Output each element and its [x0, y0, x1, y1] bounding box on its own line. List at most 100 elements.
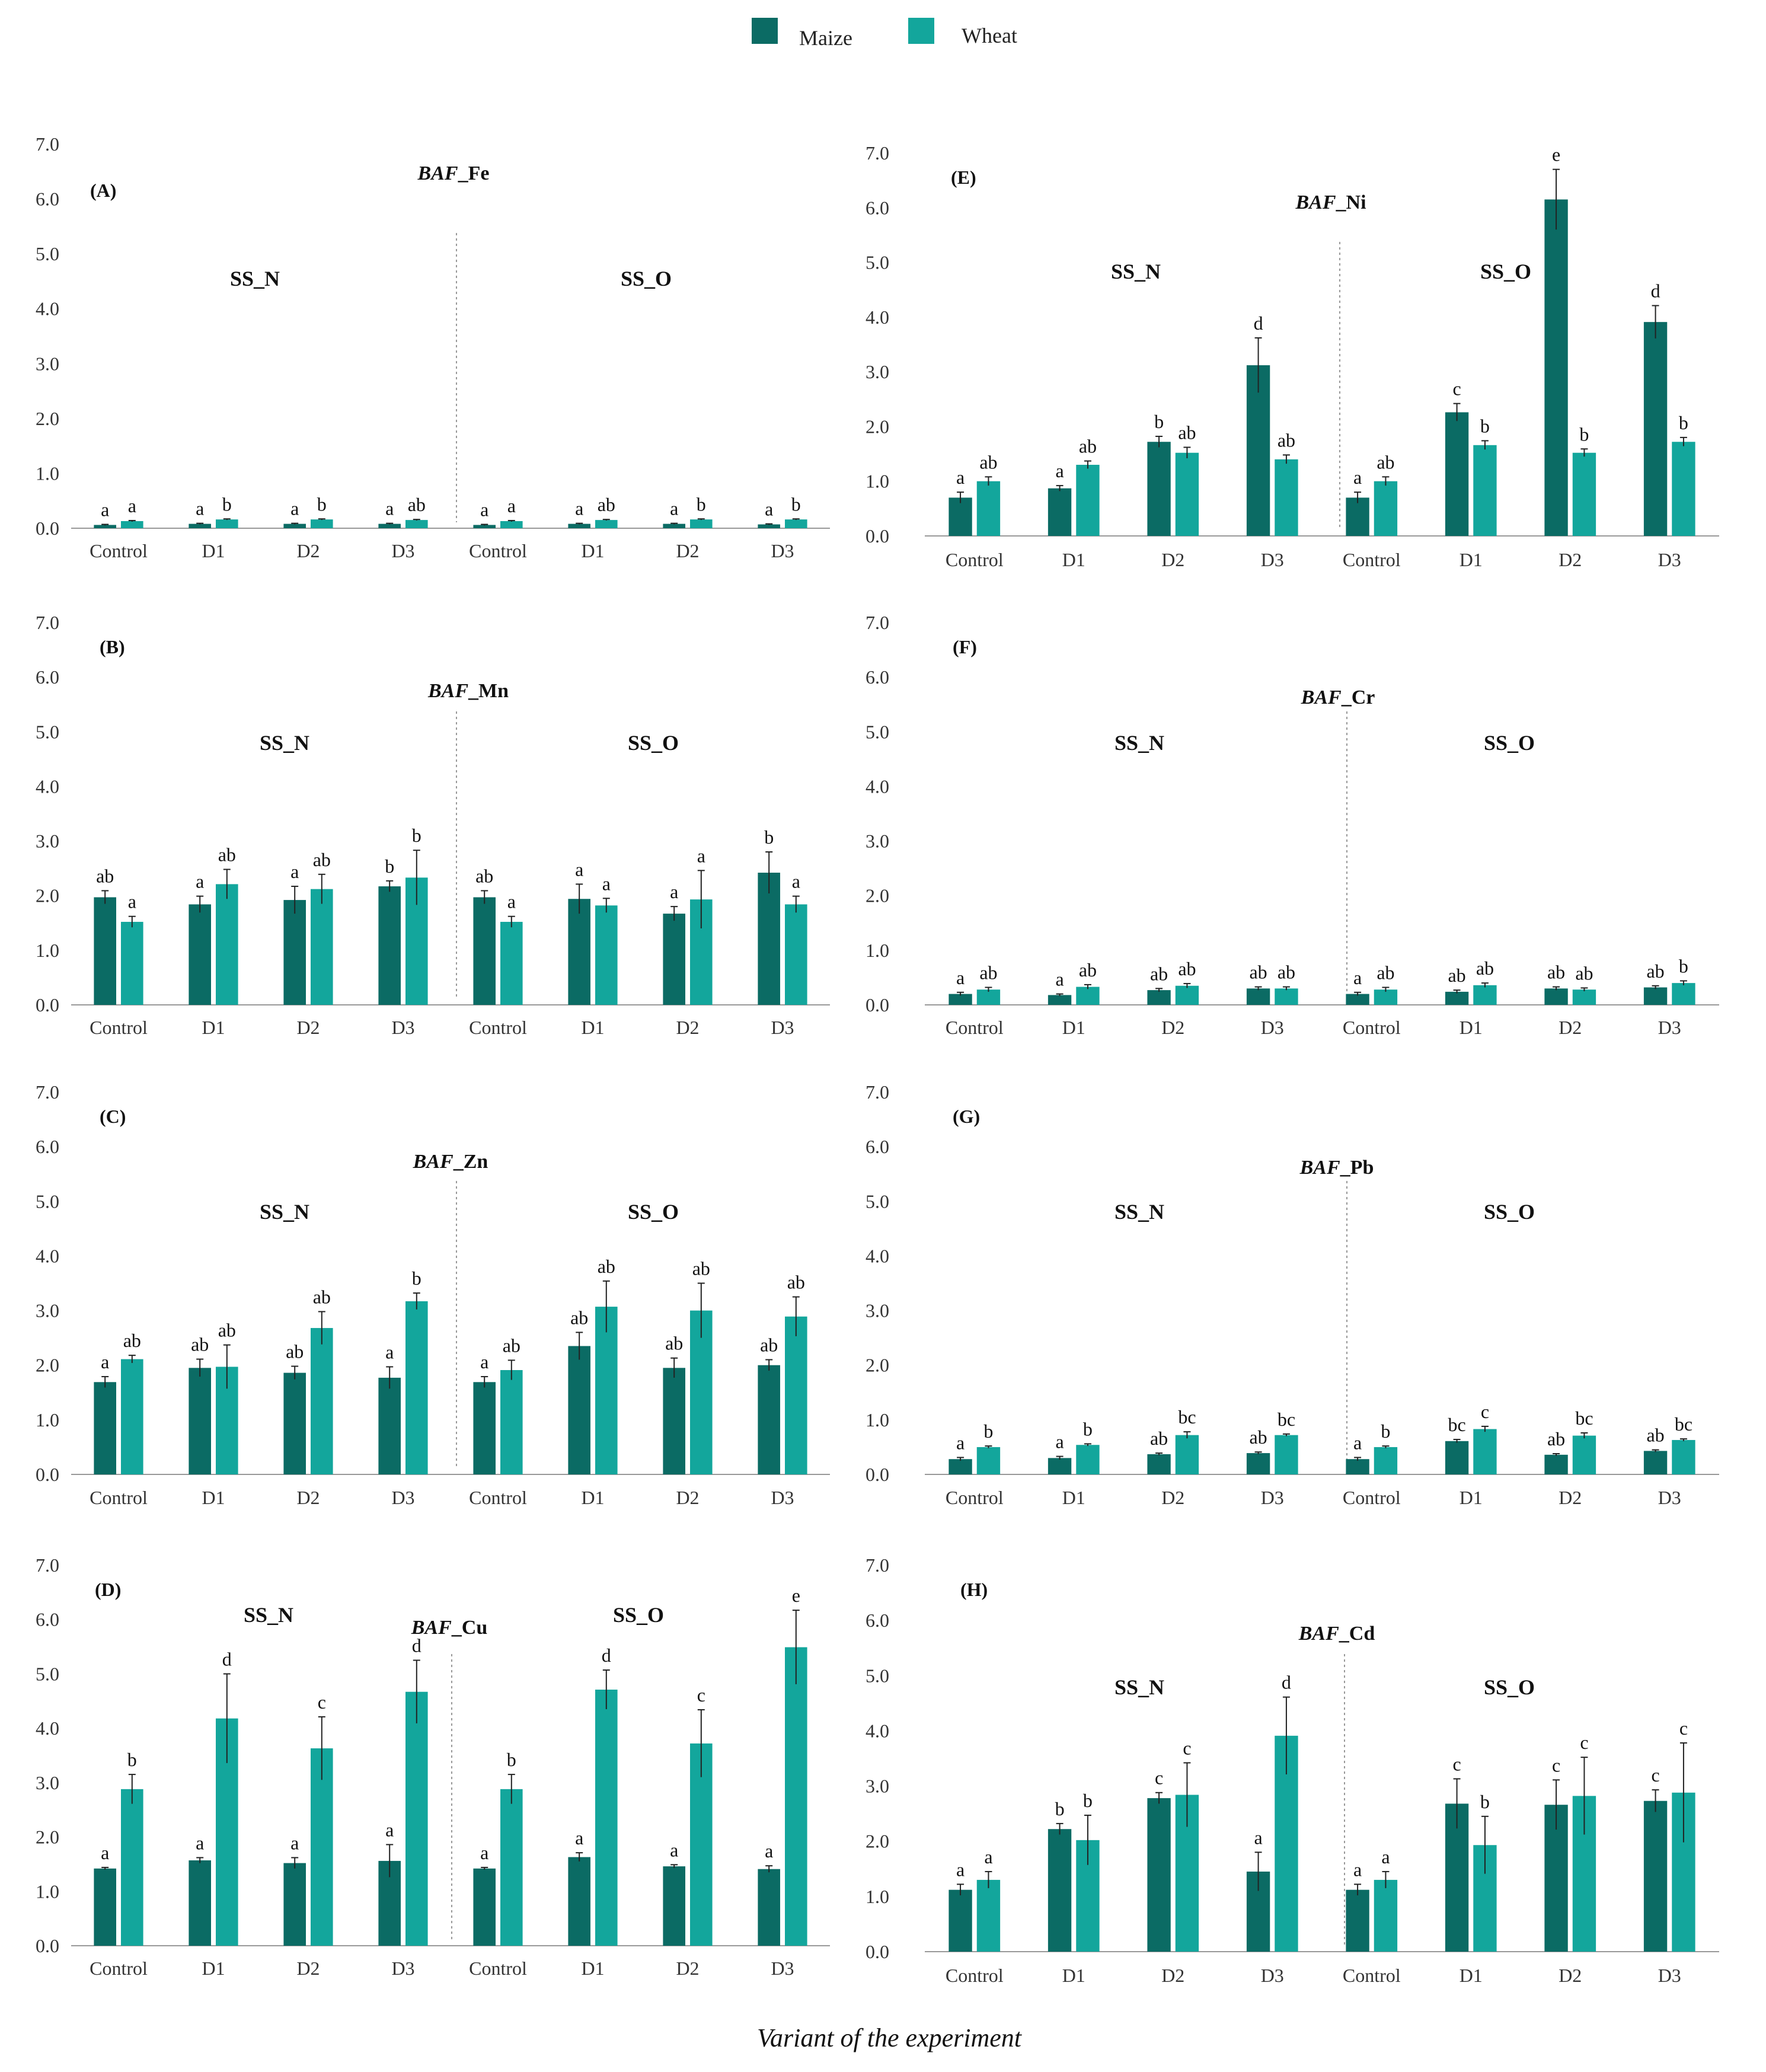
bar-wheat — [1374, 989, 1398, 1005]
significance-label: bc — [1178, 1406, 1196, 1428]
bar-wheat — [1175, 985, 1199, 1005]
significance-label: a — [575, 498, 583, 519]
significance-label: a — [1254, 1827, 1262, 1848]
significance-label: ab — [1249, 1426, 1267, 1448]
category-label: D1 — [581, 1017, 604, 1038]
significance-label: ab — [1249, 962, 1267, 983]
category-label: D3 — [1658, 1017, 1681, 1038]
y-tick-label: 4.0 — [866, 1245, 889, 1266]
bar-maize — [568, 899, 590, 1005]
significance-label: a — [575, 1827, 583, 1848]
bar-maize — [758, 1869, 780, 1946]
significance-label: ab — [598, 1256, 615, 1277]
y-tick-label: 2.0 — [866, 1355, 889, 1376]
bar-maize — [1147, 442, 1171, 536]
bar-maize — [758, 1365, 780, 1474]
bar-wheat — [1076, 465, 1100, 536]
group-label-ss_o: SS_O — [1484, 731, 1535, 755]
significance-label: e — [792, 1585, 800, 1606]
panel-letter: (H) — [960, 1579, 988, 1600]
y-tick-label: 4.0 — [866, 775, 889, 797]
category-label: Control — [469, 1487, 527, 1508]
bar-wheat — [1175, 452, 1199, 536]
significance-label: ab — [1448, 965, 1465, 986]
group-label-ss_n: SS_N — [1114, 1200, 1164, 1224]
category-label: D2 — [296, 1017, 320, 1038]
significance-label: a — [602, 873, 611, 894]
y-tick-label: 7.0 — [36, 612, 59, 633]
significance-label: ab — [123, 1330, 141, 1351]
bar-wheat — [690, 1310, 713, 1474]
significance-label: a — [1055, 460, 1064, 481]
title-suffix: _Fe — [458, 162, 490, 184]
significance-label: a — [984, 1846, 992, 1867]
bar-wheat — [690, 519, 713, 528]
y-tick-label: 1.0 — [36, 1881, 59, 1902]
significance-label: bc — [1575, 1407, 1593, 1429]
y-tick-label: 2.0 — [866, 885, 889, 906]
category-label: D3 — [1261, 549, 1284, 570]
significance-label: ab — [1178, 958, 1196, 979]
y-tick-label: 4.0 — [866, 1720, 889, 1741]
y-tick-label: 1.0 — [866, 1886, 889, 1907]
bar-wheat — [785, 1647, 807, 1946]
y-tick-label: 1.0 — [866, 940, 889, 961]
category-label: D2 — [296, 1487, 320, 1508]
significance-label: ab — [1646, 960, 1664, 982]
y-tick-label: 6.0 — [36, 1609, 59, 1630]
significance-label: c — [697, 1684, 705, 1706]
title-suffix: _Zn — [453, 1151, 488, 1173]
bar-wheat — [1374, 481, 1398, 536]
bar-wheat — [976, 481, 1001, 536]
bar-wheat — [1275, 988, 1298, 1005]
y-tick-label: 2.0 — [866, 416, 889, 437]
y-tick-label: 1.0 — [36, 940, 59, 961]
significance-label: ab — [1150, 1428, 1168, 1449]
significance-label: ab — [1278, 962, 1295, 983]
significance-label: ab — [1646, 1425, 1664, 1446]
group-label-ss_o: SS_O — [1484, 1200, 1535, 1224]
significance-label: b — [1083, 1418, 1093, 1439]
significance-label: a — [101, 499, 109, 521]
significance-label: ab — [1377, 451, 1394, 472]
panel-h: 0.0 1.0 2.0 3.0 4.0 5.0 6.0 7.0 (H) BAF_Cd SS_N SS_… — [866, 1554, 1719, 1986]
panel-letter: (A) — [90, 180, 116, 201]
bar-wheat — [976, 989, 1001, 1005]
significance-label: a — [1353, 467, 1362, 488]
significance-label: ab — [313, 849, 331, 870]
bar-maize — [1445, 991, 1469, 1005]
significance-label: d — [412, 1635, 421, 1656]
significance-label: a — [507, 891, 516, 912]
panel-letter: (F) — [953, 636, 977, 657]
significance-label: b — [1679, 955, 1688, 976]
significance-label: c — [318, 1691, 326, 1713]
bar-maize — [1544, 199, 1568, 536]
bar-maize — [473, 1382, 496, 1474]
significance-label: a — [1381, 1846, 1390, 1867]
y-tick-label: 2.0 — [36, 1355, 59, 1376]
group-label-ss_n: SS_N — [230, 267, 280, 290]
significance-label: a — [480, 1351, 488, 1372]
significance-label: bc — [1675, 1413, 1692, 1435]
significance-label: b — [222, 493, 232, 515]
title-suffix: _Cr — [1341, 687, 1375, 708]
significance-label: a — [385, 1819, 394, 1840]
significance-label: d — [602, 1645, 611, 1666]
category-label: D1 — [1062, 1017, 1085, 1038]
y-tick-label: 1.0 — [866, 1409, 889, 1431]
bar-wheat — [216, 884, 238, 1005]
significance-label: a — [385, 1341, 394, 1362]
bar-wheat — [405, 1301, 428, 1474]
category-label: D2 — [296, 1958, 320, 1979]
legend-swatch-maize — [752, 18, 778, 44]
category-label: D2 — [676, 1017, 699, 1038]
significance-label: ab — [1547, 962, 1565, 983]
y-tick-label: 0.0 — [36, 1935, 59, 1956]
y-tick-label: 5.0 — [36, 1190, 59, 1212]
panel-title: BAF_Pb — [1299, 1157, 1374, 1179]
category-label: D1 — [202, 1958, 225, 1979]
group-label-ss_n: SS_N — [260, 1200, 309, 1224]
bar-maize — [378, 886, 401, 1005]
y-tick-label: 6.0 — [36, 666, 59, 688]
panel-letter: (B) — [100, 636, 125, 657]
